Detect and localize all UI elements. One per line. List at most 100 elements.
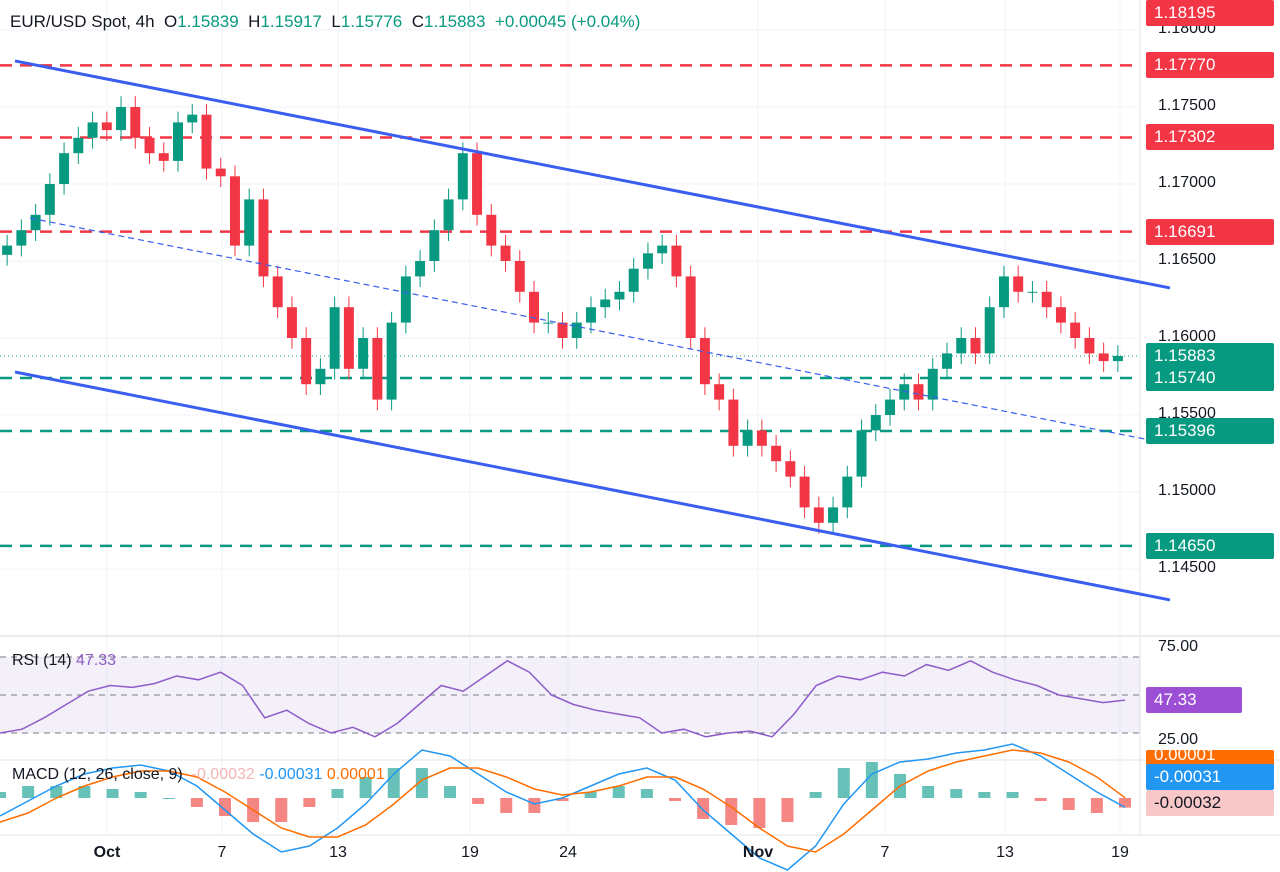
candle [87,122,98,138]
macd-histogram-bar [669,798,681,801]
macd-histogram-bar [1090,798,1103,813]
price-axis-label: 1.15500 [1158,405,1216,422]
candle [514,261,525,292]
price-tag-support: 1.14650 [1146,532,1274,559]
macd-signal-tag: 0.00001 [1146,750,1274,766]
candle [1112,356,1123,362]
macd-signal-line [0,749,1126,853]
candle [486,214,497,246]
candle [543,322,554,324]
macd-histogram-bar [22,786,35,798]
candle [343,307,354,369]
macd-histogram-bar [837,768,850,798]
trendline-channel-mid [29,217,1166,444]
candle [500,245,511,261]
candle [870,415,881,431]
macd-tag: -0.00031 [1146,764,1274,790]
candle [1098,353,1109,362]
candle [301,338,312,385]
candle [998,276,1009,308]
macd-histogram-bar [978,792,991,798]
candle [571,322,582,338]
candle [30,214,41,231]
candle [229,176,240,246]
candle [984,307,995,354]
open-value: 1.15839 [177,12,239,31]
price-tag-support: 1.15396 [1146,418,1274,445]
candle [329,307,340,369]
candle [642,253,653,269]
time-axis-label: 13 [329,844,347,861]
candle [44,184,55,215]
candle [258,199,269,277]
macd-histogram-bar [359,777,372,798]
candle [187,114,198,123]
macd-histogram-bar [612,786,625,798]
macd-hist-value: -0.00032 [191,766,255,783]
macd-histogram-bar [865,762,878,798]
macd-histogram-bar [556,798,569,801]
close-label: C [411,12,424,31]
macd-title: MACD (12, 26, close, 9) -0.00032 -0.0003… [12,766,385,783]
rsi-value: 47.33 [76,652,117,669]
trendline-channel-upper [14,59,1171,290]
candle [1055,307,1066,323]
close-value: 1.15883 [424,12,486,31]
high-value: 1.15917 [260,12,322,31]
candle [130,107,141,138]
candle [116,107,127,131]
trendline-channel-lower [14,370,1171,602]
candle [714,384,725,400]
time-axis-label: 24 [559,844,577,861]
macd-histogram-bar [1119,798,1131,808]
candle [158,153,169,161]
candle [443,199,454,231]
candle [415,261,426,277]
candle [842,476,853,508]
candle [215,168,226,177]
candle [201,114,212,169]
price-tag-resistance: 1.18195 [1146,0,1274,26]
candle [457,153,468,200]
rsi-axis-label: 75.00 [1158,637,1199,655]
macd-histogram-bar [331,789,344,798]
candle [942,353,952,369]
candle [856,430,867,477]
candle [885,399,896,415]
candle [315,368,326,385]
macd-histogram-bar [415,768,428,798]
macd-histogram-bar [809,792,822,798]
candle [1084,338,1095,354]
rsi-price-tag: 47.33 [1146,687,1242,714]
candle [671,245,682,277]
chart-header: EUR/USD Spot, 4h O1.15839 H1.15917 L1.15… [10,12,640,32]
rsi-axis-label: 25.00 [1158,730,1199,748]
macd-histogram-bar [922,786,935,798]
candle [685,276,696,338]
candle [557,322,568,338]
candle [16,230,27,246]
price-tag-current: 1.15883 [1146,343,1274,370]
time-axis-label: Oct [93,844,121,861]
macd-histogram-bar [387,768,400,798]
candle [785,461,796,477]
macd-histogram-tag: -0.00032 [1146,790,1274,816]
time-axis-label: 7 [880,844,890,861]
price-tag-resistance: 1.17770 [1146,52,1274,79]
candle [657,245,668,254]
candle [956,338,967,354]
candle [1013,276,1024,292]
time-axis-label: 19 [1111,844,1129,861]
price-axis-label: 1.16500 [1158,251,1216,268]
candle [286,307,297,338]
low-label: L [331,12,341,31]
macd-value: -0.00031 [259,766,323,783]
candle [272,276,283,308]
macd-histogram-bar [303,798,316,807]
candle [913,384,924,400]
time-axis-label: 19 [461,844,479,861]
price-axis-label: 1.17000 [1158,174,1216,191]
candle [73,137,84,154]
price-axis-label: 1.17500 [1158,97,1216,114]
